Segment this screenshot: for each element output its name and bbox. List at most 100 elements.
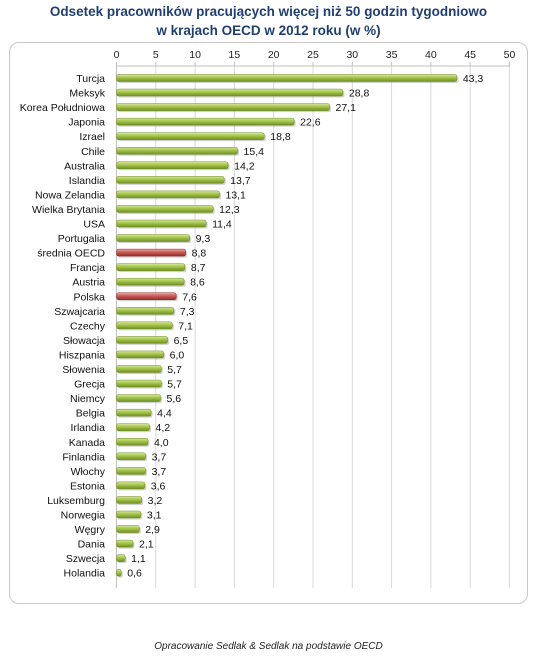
value-label: 6,5 [174, 335, 189, 347]
value-label: 13,1 [225, 189, 246, 201]
value-label: 43,3 [463, 73, 484, 85]
value-label: 3,2 [148, 495, 163, 507]
value-label: 3,1 [147, 510, 162, 522]
value-label: 3,6 [151, 480, 166, 492]
category-label: Turcja [76, 73, 105, 85]
bar-Węgry [116, 525, 140, 533]
source-note: Opracowanie Sedlak & Sedlak na podstawie… [154, 641, 383, 652]
value-label: 6,0 [170, 349, 185, 361]
category-label: Portugalia [58, 233, 105, 245]
bar-Hiszpania [116, 350, 164, 359]
category-label: Hiszpania [59, 349, 105, 361]
category-label: Dania [78, 539, 106, 551]
x-tick-label: 5 [153, 49, 159, 61]
value-label: 3,7 [152, 466, 167, 478]
x-tick-label: 0 [114, 49, 120, 61]
value-label: 1,1 [131, 553, 146, 565]
x-tick-label: 50 [504, 49, 516, 61]
bar-Japonia [116, 117, 295, 126]
category-label: Japonia [68, 117, 105, 129]
category-label: Irlandia [71, 422, 106, 434]
category-label: Luksemburg [47, 495, 105, 507]
category-label: Wielka Brytania [32, 204, 105, 216]
category-label: Czechy [70, 320, 106, 332]
value-label: 8,7 [191, 262, 206, 274]
value-label: 2,9 [145, 524, 160, 536]
bar-USA [116, 219, 207, 228]
bar-Turcja [116, 74, 458, 82]
chart-title-line-2: w krajach OECD w 2012 roku (w %) [156, 23, 381, 38]
value-label: 0,6 [127, 568, 142, 580]
bar-Belgia [116, 408, 152, 417]
value-label: 5,6 [167, 393, 182, 405]
bar-Korea Południowa [116, 103, 330, 111]
bar-Portugalia [116, 234, 190, 242]
x-tick-label: 10 [189, 49, 201, 61]
value-label: 22,6 [300, 117, 321, 129]
category-label: Finlandia [62, 451, 105, 463]
category-label: Australia [64, 160, 105, 172]
value-label: 9,3 [196, 233, 211, 245]
category-label: Kanada [69, 437, 105, 449]
chart-title-line-1: Odsetek pracowników pracujących więcej n… [49, 4, 488, 19]
value-label: 4,2 [156, 422, 171, 434]
category-label: Słowacja [63, 335, 105, 347]
category-label: Nowa Zelandia [35, 189, 105, 201]
bar-Holandia [116, 568, 122, 577]
x-tick-label: 20 [268, 49, 280, 61]
category-label: Niemcy [70, 393, 106, 405]
category-label: średnia OECD [37, 248, 105, 260]
bar-Szwajcaria [116, 307, 175, 315]
category-label: Meksyk [69, 88, 105, 100]
value-label: 2,1 [139, 539, 154, 551]
value-label: 11,4 [212, 219, 232, 231]
value-label: 7,3 [180, 306, 195, 318]
bar-Finlandia [116, 452, 146, 461]
value-label: 14,2 [234, 160, 255, 172]
bar-Szwecja [116, 554, 126, 562]
bar-Polska [116, 292, 177, 300]
x-tick-label: 15 [229, 49, 241, 61]
category-label: Węgry [75, 524, 106, 536]
category-label: Polska [73, 291, 105, 303]
category-label: Słowenia [62, 364, 105, 376]
bar-Czechy [116, 321, 173, 330]
bar-Grecja [116, 379, 162, 388]
bar-Islandia [116, 176, 225, 184]
category-label: Grecja [74, 379, 105, 391]
category-label: Francja [70, 262, 105, 274]
value-label: 7,1 [178, 320, 193, 332]
bar-Australia [116, 161, 229, 170]
bar-Irlandia [116, 423, 150, 431]
value-label: 8,8 [192, 248, 207, 260]
category-label: Belgia [76, 408, 105, 420]
value-label: 4,4 [157, 408, 172, 420]
category-label: Norwegia [61, 510, 106, 522]
bar-Izrael [116, 132, 265, 140]
bar-średnia OECD [116, 248, 186, 257]
value-label: 18,8 [270, 131, 291, 143]
bar-Luksemburg [116, 496, 142, 504]
category-label: Holandia [64, 568, 106, 580]
bar-Norwegia [116, 510, 142, 519]
value-label: 7,6 [182, 291, 197, 303]
value-label: 5,7 [167, 379, 182, 391]
value-label: 3,7 [152, 451, 167, 463]
bar-Dania [116, 539, 134, 548]
x-tick-label: 30 [346, 49, 358, 61]
bar-Nowa Zelandia [116, 190, 220, 199]
value-label: 13,7 [230, 175, 251, 187]
bar-Słowenia [116, 365, 162, 373]
value-label: 5,7 [167, 364, 182, 376]
x-tick-label: 35 [386, 49, 398, 61]
x-tick-label: 25 [307, 49, 319, 61]
category-label: Korea Południowa [20, 102, 105, 114]
value-label: 15,4 [244, 146, 265, 158]
bar-Słowacja [116, 336, 168, 344]
bar-Wielka Brytania [116, 205, 214, 213]
value-label: 12,3 [219, 204, 240, 216]
chart-frame [9, 42, 528, 604]
value-label: 28,8 [349, 88, 370, 100]
category-label: Chile [81, 146, 105, 158]
